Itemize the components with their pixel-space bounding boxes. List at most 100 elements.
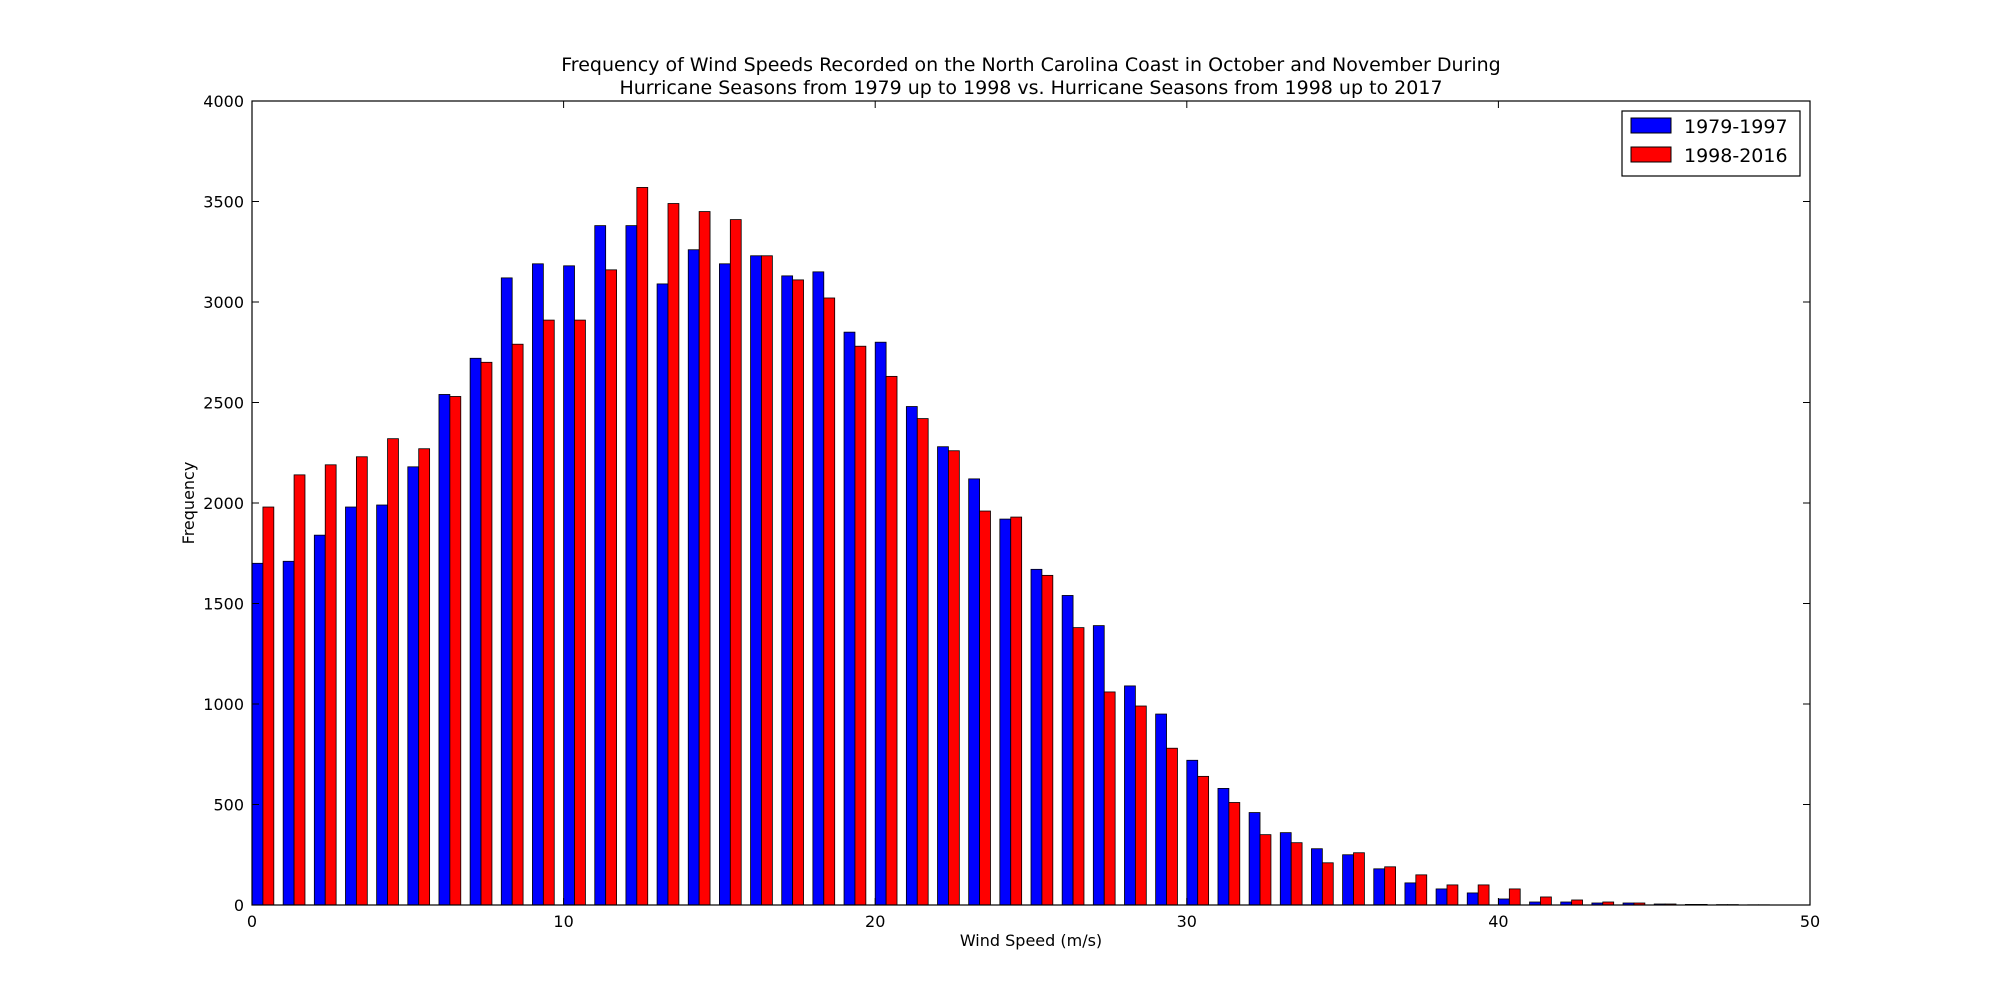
bar-1979-1997-4 — [376, 504, 388, 906]
bar-1998-2016-42 — [1571, 899, 1583, 906]
y-tick-label-1000: 1000 — [203, 695, 244, 714]
bar-1979-1997-33 — [1279, 832, 1292, 906]
bar-1998-2016-17 — [792, 279, 804, 906]
bar-1998-2016-6 — [449, 396, 462, 906]
bar-1998-2016-13 — [667, 203, 680, 906]
x-tick-label-10: 10 — [553, 912, 573, 931]
y-tick-label-3000: 3000 — [203, 293, 244, 312]
y-tick-label-2000: 2000 — [203, 494, 244, 513]
bar-1998-2016-28 — [1134, 705, 1147, 906]
chart-title-line-2: Hurricane Seasons from 1979 up to 1998 v… — [619, 77, 1442, 99]
bar-1998-2016-41 — [1540, 896, 1552, 906]
bar-1998-2016-11 — [605, 269, 617, 906]
legend-label-1998-2016: 1998-2016 — [1684, 145, 1788, 167]
bar-1979-1997-37 — [1404, 882, 1417, 906]
bar-1979-1997-9 — [532, 263, 544, 906]
bar-1998-2016-29 — [1166, 747, 1178, 906]
legend-swatch-1998-2016 — [1630, 146, 1672, 163]
bars-group — [251, 187, 1770, 906]
bar-1998-2016-0 — [262, 506, 275, 906]
bar-1979-1997-18 — [812, 271, 825, 906]
bar-1979-1997-25 — [1030, 568, 1043, 906]
bar-1998-2016-35 — [1353, 852, 1365, 906]
bar-1979-1997-2 — [313, 534, 326, 906]
x-tick-label-30: 30 — [1177, 912, 1197, 931]
bar-1979-1997-15 — [719, 263, 731, 906]
bar-1979-1997-10 — [563, 265, 575, 906]
legend-swatch-1979-1997 — [1630, 117, 1672, 134]
bar-1998-2016-14 — [698, 211, 711, 906]
bar-1998-2016-19 — [854, 345, 867, 906]
y-tick-label-2500: 2500 — [203, 394, 244, 413]
bar-1998-2016-12 — [636, 187, 649, 906]
bar-1998-2016-20 — [885, 375, 898, 906]
bar-1979-1997-30 — [1186, 759, 1199, 906]
bar-1998-2016-24 — [1010, 516, 1023, 906]
y-tick-label-500: 500 — [213, 796, 244, 815]
bar-1979-1997-17 — [781, 275, 794, 906]
bar-1998-2016-8 — [511, 343, 524, 906]
bar-1998-2016-34 — [1321, 862, 1334, 906]
bar-1998-2016-15 — [729, 219, 742, 906]
bar-1979-1997-7 — [469, 357, 482, 906]
bar-1998-2016-9 — [542, 319, 555, 906]
bar-1979-1997-3 — [345, 506, 357, 906]
bar-1979-1997-26 — [1061, 595, 1074, 906]
bar-1998-2016-32 — [1259, 834, 1272, 906]
bar-1998-2016-30 — [1197, 775, 1210, 906]
bar-1979-1997-5 — [407, 466, 420, 906]
bar-1998-2016-25 — [1041, 574, 1054, 906]
legend: 1979-1997 1998-2016 — [1621, 110, 1801, 177]
bar-1979-1997-35 — [1342, 854, 1354, 906]
bar-1998-2016-5 — [418, 448, 431, 906]
y-tick-label-4000: 4000 — [203, 92, 244, 111]
bar-1998-2016-39 — [1477, 884, 1490, 906]
bar-1979-1997-11 — [594, 225, 607, 906]
bar-1998-2016-38 — [1446, 884, 1459, 906]
bar-1998-2016-2 — [324, 464, 337, 906]
bar-1979-1997-39 — [1466, 892, 1479, 906]
bar-1979-1997-38 — [1435, 888, 1448, 906]
bar-1979-1997-0 — [251, 562, 264, 906]
bar-1979-1997-31 — [1217, 788, 1230, 906]
bar-1998-2016-33 — [1290, 842, 1303, 906]
bar-1979-1997-24 — [999, 518, 1012, 906]
chart-title-line-1: Frequency of Wind Speeds Recorded on the… — [561, 54, 1500, 76]
legend-label-1979-1997: 1979-1997 — [1684, 116, 1788, 138]
bar-1979-1997-32 — [1248, 812, 1261, 906]
bar-1998-2016-18 — [823, 297, 836, 906]
bar-1998-2016-21 — [916, 418, 929, 906]
bar-1998-2016-10 — [574, 319, 586, 906]
bar-1979-1997-1 — [282, 560, 295, 906]
bar-1998-2016-26 — [1072, 627, 1085, 906]
bar-1979-1997-40 — [1498, 898, 1510, 906]
bar-1979-1997-27 — [1092, 625, 1105, 906]
bar-1979-1997-19 — [843, 331, 856, 906]
axis-ticks-group: 0 10 20 30 40 5005001000150020002500300035004… — [203, 92, 1820, 931]
x-tick-label-40: 40 — [1488, 912, 1508, 931]
bar-1979-1997-23 — [968, 478, 980, 906]
y-tick-label-3500: 3500 — [203, 193, 244, 212]
bar-1979-1997-36 — [1373, 868, 1386, 906]
bar-1998-2016-22 — [948, 450, 960, 906]
bar-1998-2016-16 — [761, 255, 773, 906]
bar-1998-2016-27 — [1103, 691, 1116, 906]
bar-1998-2016-23 — [979, 510, 991, 906]
bar-1979-1997-22 — [937, 446, 949, 906]
bar-1979-1997-34 — [1311, 848, 1323, 906]
x-tick-label-50: 50 — [1800, 912, 1820, 931]
bar-1998-2016-36 — [1384, 866, 1396, 906]
bar-1979-1997-16 — [750, 255, 762, 906]
bar-1979-1997-28 — [1124, 685, 1136, 906]
bar-1979-1997-12 — [625, 225, 638, 906]
bar-1979-1997-21 — [905, 406, 918, 906]
y-tick-label-1500: 1500 — [203, 595, 244, 614]
y-axis-label: Frequency — [179, 462, 198, 545]
bar-1979-1997-20 — [874, 341, 887, 906]
bar-1998-2016-37 — [1415, 874, 1428, 906]
bar-1979-1997-29 — [1155, 713, 1167, 906]
bar-1998-2016-3 — [355, 456, 368, 906]
x-axis-label: Wind Speed (m/s) — [960, 931, 1102, 950]
bar-1979-1997-13 — [656, 283, 669, 906]
